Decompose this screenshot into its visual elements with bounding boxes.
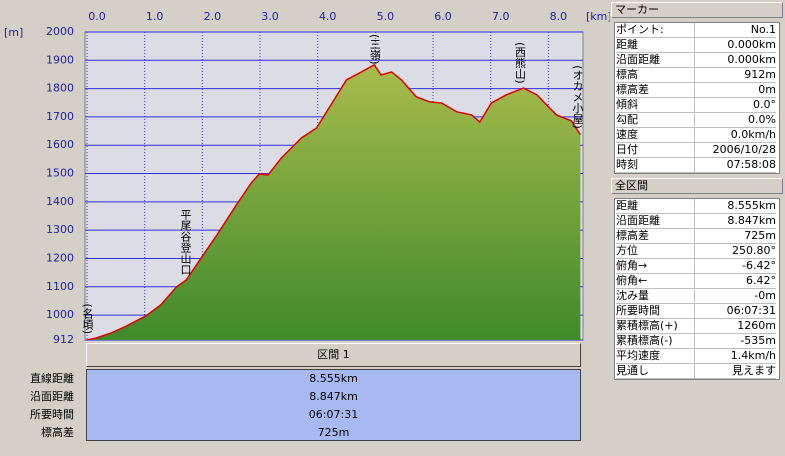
y-tick-label: 1000 bbox=[46, 308, 74, 321]
panel-label: ポイント: bbox=[616, 23, 694, 38]
section-header: 区間 1 bbox=[86, 343, 581, 367]
panel-value: 0.0° bbox=[694, 98, 776, 113]
y-tick-label: 1100 bbox=[46, 280, 74, 293]
panel-label: 累積標高(+) bbox=[616, 319, 694, 334]
panel-value: -0m bbox=[694, 289, 776, 304]
panel-label: 日付 bbox=[616, 143, 694, 158]
x-tick-label: 4.0 bbox=[319, 10, 337, 23]
panel-value: 06:07:31 bbox=[694, 304, 776, 319]
x-tick-label: 5.0 bbox=[377, 10, 395, 23]
panel-label: 標高差 bbox=[616, 83, 694, 98]
x-tick-label: 1.0 bbox=[146, 10, 164, 23]
x-axis-label: [km] bbox=[586, 10, 610, 23]
panel-label: 沿面距離 bbox=[616, 53, 694, 68]
panel-value: -6.42° bbox=[694, 259, 776, 274]
x-tick-label: 7.0 bbox=[492, 10, 510, 23]
panel-label: 見通し bbox=[616, 364, 694, 379]
x-tick-label: 2.0 bbox=[204, 10, 222, 23]
chart: [m] [km] 912 1000 1100 1200 1300 1400 1500 1600… bbox=[4, 10, 610, 346]
row-label: 標高差 bbox=[41, 426, 74, 439]
panel-title: 全区間 bbox=[611, 178, 783, 194]
panel-value: 0m bbox=[694, 83, 776, 98]
panel-value: 2006/10/28 bbox=[694, 143, 776, 158]
panel-label: 所要時間 bbox=[616, 304, 694, 319]
panel-label: 方位 bbox=[616, 244, 694, 259]
y-axis-label: [m] bbox=[4, 26, 23, 39]
panel-label: 標高 bbox=[616, 68, 694, 83]
panel-value: 725m bbox=[694, 229, 776, 244]
x-tick-label: 3.0 bbox=[261, 10, 279, 23]
profile-area bbox=[87, 64, 581, 341]
x-tick-label: 6.0 bbox=[434, 10, 452, 23]
row-label: 直線距離 bbox=[30, 372, 74, 385]
panel-label: 距離 bbox=[616, 38, 694, 53]
panel-value: 0.0% bbox=[694, 113, 776, 128]
y-tick-label: 1200 bbox=[46, 251, 74, 264]
y-tick-label: 2000 bbox=[46, 25, 74, 38]
panel-body bbox=[614, 22, 780, 174]
panel-label: 累積標高(-) bbox=[616, 334, 694, 349]
panel-value: 912m bbox=[694, 68, 776, 83]
panel-value: 6.42° bbox=[694, 274, 776, 289]
panel-value: 250.80° bbox=[694, 244, 776, 259]
x-tick-label: 0.0 bbox=[88, 10, 106, 23]
row-value: 8.555km bbox=[309, 372, 358, 385]
y-tick-label: 1900 bbox=[46, 53, 74, 66]
panel-value: 0.000km bbox=[694, 53, 776, 68]
panel-title: マーカー bbox=[611, 2, 783, 18]
row-value: 725m bbox=[317, 426, 350, 439]
panel-label: 俯角← bbox=[616, 274, 694, 289]
panel-value: 1.4km/h bbox=[694, 349, 776, 364]
annotation: 平尾谷登山口 bbox=[179, 209, 192, 275]
annotation: (三嶺) bbox=[368, 34, 381, 65]
panel-label: 速度 bbox=[616, 128, 694, 143]
y-tick-label: 1500 bbox=[46, 167, 74, 180]
panel-label: 距離 bbox=[616, 199, 694, 214]
panel-value: 1260m bbox=[694, 319, 776, 334]
panel-label: 沈み量 bbox=[616, 289, 694, 304]
panel-label: 時刻 bbox=[616, 158, 694, 173]
annotation: (名頃) bbox=[81, 303, 94, 334]
panel-label: 沿面距離 bbox=[616, 214, 694, 229]
panel-label: 勾配 bbox=[616, 113, 694, 128]
row-value: 06:07:31 bbox=[308, 408, 359, 421]
annotation: (オカメ小屋) bbox=[571, 65, 584, 129]
y-tick-label: 1700 bbox=[46, 110, 74, 123]
x-tick-label: 8.0 bbox=[550, 10, 568, 23]
panel-label: 俯角→ bbox=[616, 259, 694, 274]
row-label: 所要時間 bbox=[30, 408, 74, 421]
panel-value: No.1 bbox=[694, 23, 776, 38]
y-tick-label: 1600 bbox=[46, 138, 74, 151]
panel-value: 8.847km bbox=[694, 214, 776, 229]
panel-label: 傾斜 bbox=[616, 98, 694, 113]
panel-value: 0.0km/h bbox=[694, 128, 776, 143]
panel-label: 標高差 bbox=[616, 229, 694, 244]
panel-value: 0.000km bbox=[694, 38, 776, 53]
profile-line bbox=[86, 63, 582, 341]
y-tick-label: 1400 bbox=[46, 195, 74, 208]
panel-value: -535m bbox=[694, 334, 776, 349]
y-tick-label: 1800 bbox=[46, 82, 74, 95]
panel-value: 07:58:08 bbox=[694, 158, 776, 173]
y-tick-label: 1300 bbox=[46, 223, 74, 236]
row-value: 8.847km bbox=[309, 390, 358, 403]
annotation: (西熊山) bbox=[514, 42, 527, 84]
section-body bbox=[86, 369, 581, 441]
y-tick-label: 912 bbox=[53, 333, 74, 346]
panel-value: 見えます bbox=[694, 364, 776, 379]
panel-label: 平均速度 bbox=[616, 349, 694, 364]
row-label: 沿面距離 bbox=[30, 390, 74, 403]
panel-value: 8.555km bbox=[694, 199, 776, 214]
